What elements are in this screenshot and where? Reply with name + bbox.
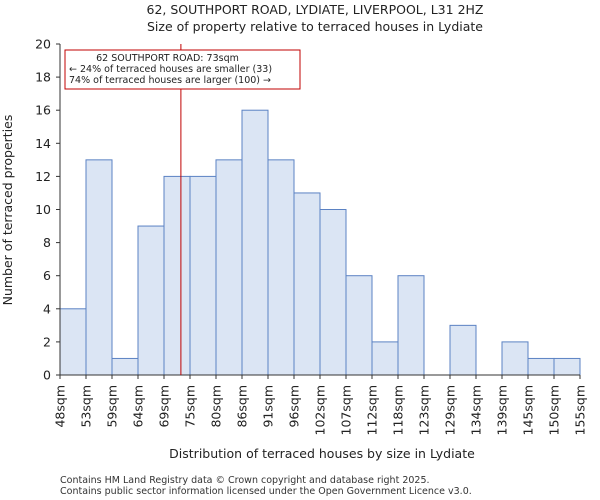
bar bbox=[553, 357, 581, 376]
x-tick-label: 155sqm bbox=[573, 385, 588, 435]
x-tick-label: 64sqm bbox=[131, 385, 146, 428]
bar bbox=[137, 225, 165, 376]
bar bbox=[189, 175, 217, 376]
x-tick-label: 118sqm bbox=[391, 385, 406, 435]
footer-line-2: Contains public sector information licen… bbox=[60, 486, 472, 497]
x-tick-label: 134sqm bbox=[469, 385, 484, 435]
annotation-box bbox=[64, 49, 301, 90]
y-axis-label: Number of terraced properties bbox=[0, 115, 15, 306]
x-tick-label: 112sqm bbox=[365, 385, 380, 435]
chart-title: 62, SOUTHPORT ROAD, LYDIATE, LIVERPOOL, … bbox=[147, 2, 484, 17]
footer-line-1: Contains HM Land Registry data © Crown c… bbox=[60, 475, 430, 486]
bar bbox=[59, 308, 87, 376]
x-tick-label: 48sqm bbox=[53, 385, 68, 428]
x-tick-label: 102sqm bbox=[313, 385, 328, 435]
chart-subtitle: Size of property relative to terraced ho… bbox=[147, 19, 483, 34]
y-tick-label: 20 bbox=[35, 37, 51, 52]
x-tick-label: 129sqm bbox=[443, 385, 458, 435]
x-tick-label: 86sqm bbox=[235, 385, 250, 428]
bar bbox=[267, 159, 295, 376]
x-tick-label: 145sqm bbox=[521, 385, 536, 435]
annotation-line-3: 74% of terraced houses are larger (100) … bbox=[69, 75, 271, 86]
y-tick-label: 12 bbox=[35, 169, 51, 184]
x-tick-label: 69sqm bbox=[157, 385, 172, 428]
x-tick-label: 150sqm bbox=[547, 385, 562, 435]
bar bbox=[345, 275, 373, 376]
x-tick-label: 123sqm bbox=[417, 385, 432, 435]
annotation-line-1: 62 SOUTHPORT ROAD: 73sqm bbox=[96, 53, 239, 64]
x-tick-label: 91sqm bbox=[261, 385, 276, 428]
y-tick-label: 8 bbox=[43, 235, 51, 250]
bar bbox=[85, 159, 113, 376]
bar bbox=[293, 192, 321, 376]
bar bbox=[449, 324, 477, 376]
x-tick-label: 59sqm bbox=[105, 385, 120, 428]
bar bbox=[163, 175, 191, 376]
y-tick-label: 14 bbox=[35, 136, 51, 151]
bar bbox=[501, 341, 529, 376]
y-tick-label: 18 bbox=[35, 70, 51, 85]
x-tick-label: 53sqm bbox=[79, 385, 94, 428]
bar bbox=[319, 209, 347, 376]
x-tick-label: 96sqm bbox=[287, 385, 302, 428]
x-tick-label: 80sqm bbox=[209, 385, 224, 428]
bar bbox=[111, 357, 139, 376]
x-tick-label: 139sqm bbox=[495, 385, 510, 435]
bar bbox=[241, 109, 269, 376]
y-tick-label: 16 bbox=[35, 103, 51, 118]
bar bbox=[397, 275, 425, 376]
y-tick-label: 10 bbox=[35, 202, 51, 217]
bar bbox=[215, 159, 243, 376]
bar bbox=[527, 357, 555, 376]
x-tick-label: 107sqm bbox=[339, 385, 354, 435]
y-tick-label: 0 bbox=[43, 368, 51, 383]
x-tick-label: 75sqm bbox=[183, 385, 198, 428]
bar bbox=[371, 341, 399, 376]
y-tick-label: 2 bbox=[43, 334, 51, 349]
annotation-line-2: ← 24% of terraced houses are smaller (33… bbox=[69, 64, 272, 75]
x-axis-label: Distribution of terraced houses by size … bbox=[169, 446, 475, 461]
y-tick-label: 6 bbox=[43, 268, 51, 283]
y-tick-label: 4 bbox=[43, 301, 51, 316]
plot-area: 0 2 4 6 8 10 12 14 16 18 20 48sqm 53sqm 59sqm 64sqm 69s… bbox=[35, 37, 587, 436]
